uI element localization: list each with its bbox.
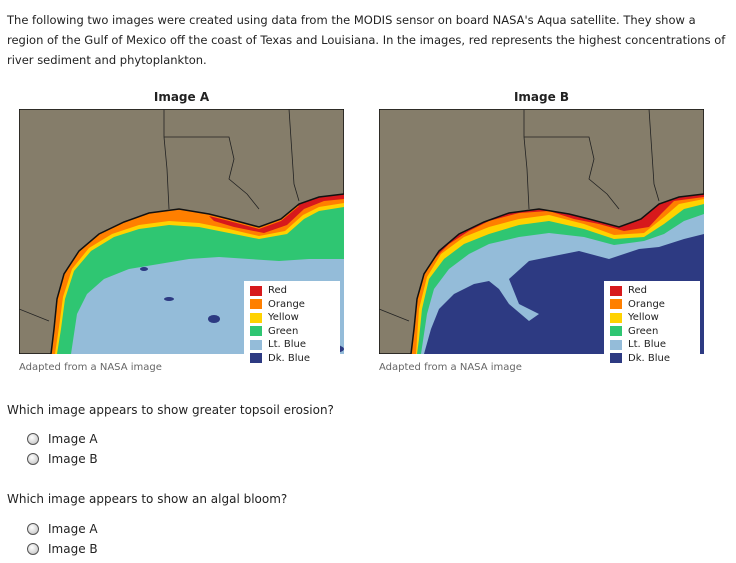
radio-button[interactable] — [27, 453, 39, 465]
legend-item: Red — [250, 284, 340, 298]
radio-button[interactable] — [27, 433, 39, 445]
radio-button[interactable] — [27, 543, 39, 555]
legend-item: Orange — [610, 298, 700, 312]
q1-option-image-b[interactable]: Image B — [27, 452, 98, 466]
legend-item: Yellow — [610, 311, 700, 325]
q2-option-image-b[interactable]: Image B — [27, 542, 98, 556]
legend-swatch — [250, 326, 262, 337]
map-image-b — [379, 109, 704, 354]
legend-item: Orange — [250, 298, 340, 312]
legend-swatch — [250, 299, 262, 310]
radio-button[interactable] — [27, 523, 39, 535]
legend-swatch — [250, 312, 262, 323]
q2-option-image-a[interactable]: Image A — [27, 522, 98, 536]
question-2: Which image appears to show an algal blo… — [7, 492, 288, 506]
legend-item: Red — [610, 284, 700, 298]
legend-swatch — [610, 353, 622, 364]
map-image-a — [19, 109, 344, 354]
legend-swatch — [250, 285, 262, 296]
legend-item: Yellow — [250, 311, 340, 325]
question-1: Which image appears to show greater tops… — [7, 403, 334, 417]
legend-item: Green — [610, 325, 700, 339]
figure-caption: Adapted from a NASA image — [19, 362, 162, 373]
legend-swatch — [610, 285, 622, 296]
map-legend: Red Orange Yellow Green Lt. Blue Dk. Blu… — [604, 281, 700, 368]
legend-item: Dk. Blue — [250, 352, 340, 366]
legend-swatch — [610, 326, 622, 337]
figure-caption: Adapted from a NASA image — [379, 362, 522, 373]
legend-item: Dk. Blue — [610, 352, 700, 366]
figure-image-a: Image A Red Orange Yellow Green Lt. Blue… — [19, 90, 344, 373]
q1-option-image-a[interactable]: Image A — [27, 432, 98, 446]
figure-title: Image A — [153, 90, 210, 104]
legend-swatch — [610, 312, 622, 323]
legend-swatch — [250, 353, 262, 364]
legend-item: Lt. Blue — [610, 338, 700, 352]
legend-item: Lt. Blue — [250, 338, 340, 352]
map-legend: Red Orange Yellow Green Lt. Blue Dk. Blu… — [244, 281, 340, 368]
legend-swatch — [610, 299, 622, 310]
legend-swatch — [610, 339, 622, 350]
figure-image-b: Image B Red Orange Yellow Green Lt. Blue… — [379, 90, 704, 373]
figure-title: Image B — [513, 90, 570, 104]
intro-text: The following two images were created us… — [7, 13, 726, 67]
legend-item: Green — [250, 325, 340, 339]
legend-swatch — [250, 339, 262, 350]
